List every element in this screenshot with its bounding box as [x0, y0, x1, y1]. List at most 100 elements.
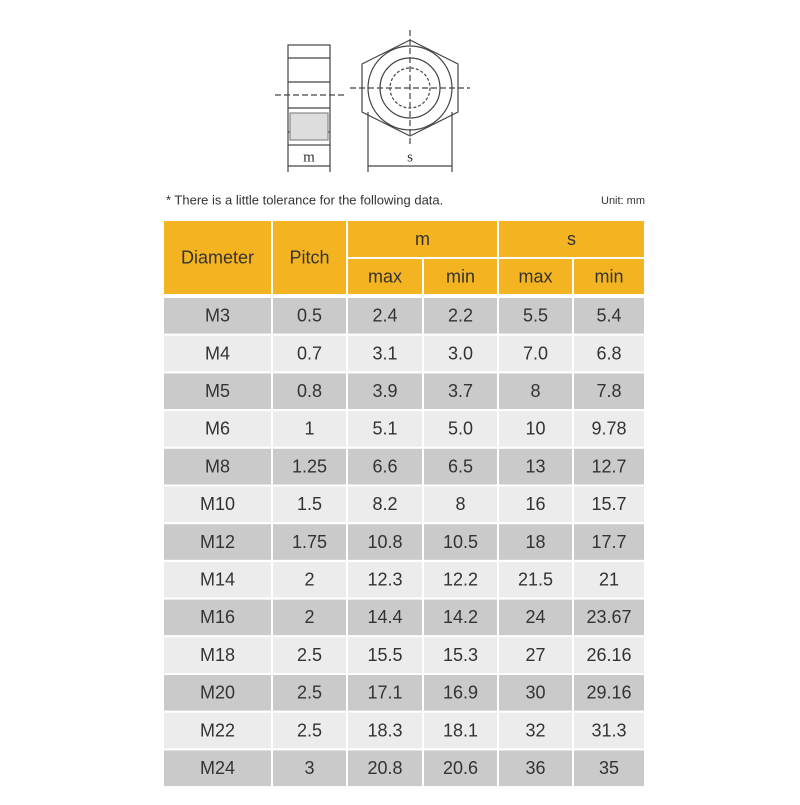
cell	[572, 522, 646, 562]
cell	[497, 484, 574, 525]
table-cell: 3.1	[372, 343, 397, 363]
table-cell: M24	[200, 758, 235, 778]
table-cell: M5	[205, 381, 230, 401]
nut-drawing	[275, 30, 470, 172]
table-cell: 2	[304, 570, 314, 590]
hex-view	[361, 39, 459, 137]
table-cell: 20.6	[443, 758, 478, 778]
cell	[497, 219, 646, 259]
cell	[346, 748, 424, 789]
cell	[572, 257, 646, 296]
table-cell: 2	[304, 607, 314, 627]
cell	[271, 635, 348, 675]
cell	[497, 371, 574, 412]
cell	[162, 710, 273, 751]
table-cell: 9.78	[591, 419, 626, 439]
table-cell: 6.5	[448, 456, 473, 476]
table-cell: M8	[205, 456, 230, 476]
cell	[572, 371, 646, 412]
cell	[422, 371, 499, 412]
table-cell: 6.8	[596, 343, 621, 363]
cell	[162, 559, 273, 600]
table-cell: 18.3	[367, 720, 402, 740]
table-cell: 36	[525, 758, 545, 778]
dimension-label: s	[407, 149, 413, 165]
table-cell: 2.5	[297, 645, 322, 665]
table-cell: 23.67	[586, 607, 631, 627]
header: m	[415, 229, 430, 249]
note: * There is a little tolerance for the fo…	[166, 192, 443, 207]
table-cell: 21	[599, 570, 619, 590]
table-cell: 15.3	[443, 645, 478, 665]
table-cell: 13	[525, 456, 545, 476]
table-cell: 32	[525, 720, 545, 740]
table-cell: 30	[525, 683, 545, 703]
table-cell: M14	[200, 570, 235, 590]
table-cell: M10	[200, 494, 235, 514]
cell	[162, 446, 273, 487]
cell	[422, 673, 499, 713]
table-cell: 7.0	[523, 343, 548, 363]
unit: Unit: mm	[601, 195, 645, 207]
cell	[346, 522, 424, 562]
table-cell: 10.8	[367, 532, 402, 552]
table-cell: M20	[200, 683, 235, 703]
table-cell: 12.3	[367, 570, 402, 590]
table-cell: 8	[530, 381, 540, 401]
table-cell: 0.7	[297, 343, 322, 363]
cell	[497, 296, 574, 336]
table-cell: 2.2	[448, 306, 473, 326]
dimension-label: m	[303, 149, 315, 165]
table-cell: 0.5	[297, 306, 322, 326]
table-cell: 3	[304, 758, 314, 778]
table-cell: M4	[205, 343, 230, 363]
cell	[572, 635, 646, 675]
table-cell: 15.7	[591, 494, 626, 514]
table-cell: 10	[525, 419, 545, 439]
table-cell: 10.5	[443, 532, 478, 552]
table-cell: 20.8	[367, 758, 402, 778]
cell	[162, 597, 273, 638]
cell	[271, 522, 348, 562]
table-cell: 1.75	[292, 532, 327, 552]
cell	[572, 710, 646, 751]
table-cell: 5.1	[372, 419, 397, 439]
cell	[572, 333, 646, 374]
table-cell: 14.4	[367, 607, 402, 627]
table-cell: 8.2	[372, 494, 397, 514]
table-cell: 1	[304, 419, 314, 439]
cell	[162, 219, 273, 296]
header: min	[446, 266, 475, 286]
cell	[422, 522, 499, 562]
table-cell: 2.5	[297, 683, 322, 703]
table-cell: 3.0	[448, 343, 473, 363]
table-cell: 12.2	[443, 570, 478, 590]
table-cell: 7.8	[596, 381, 621, 401]
cell	[162, 748, 273, 789]
cell	[572, 409, 646, 449]
table-cell: 18	[525, 532, 545, 552]
table-cell: 5.0	[448, 419, 473, 439]
cell	[497, 597, 574, 638]
table-cell: 35	[599, 758, 619, 778]
cell	[271, 296, 348, 336]
table-cell: M3	[205, 306, 230, 326]
table-cell: 1.5	[297, 494, 322, 514]
table-cell: 27	[525, 645, 545, 665]
cell	[422, 635, 499, 675]
table-cell: 2.4	[372, 306, 397, 326]
header: s	[567, 229, 576, 249]
table-cell: 18.1	[443, 720, 478, 740]
cell	[346, 371, 424, 412]
table-cell: M16	[200, 607, 235, 627]
header: max	[368, 266, 402, 286]
table-cell: 16	[525, 494, 545, 514]
cell	[422, 748, 499, 789]
table-cell: 5.4	[596, 306, 621, 326]
table-cell: 15.5	[367, 645, 402, 665]
cell	[162, 409, 273, 449]
table-cell: 3.9	[372, 381, 397, 401]
cell	[497, 748, 574, 789]
